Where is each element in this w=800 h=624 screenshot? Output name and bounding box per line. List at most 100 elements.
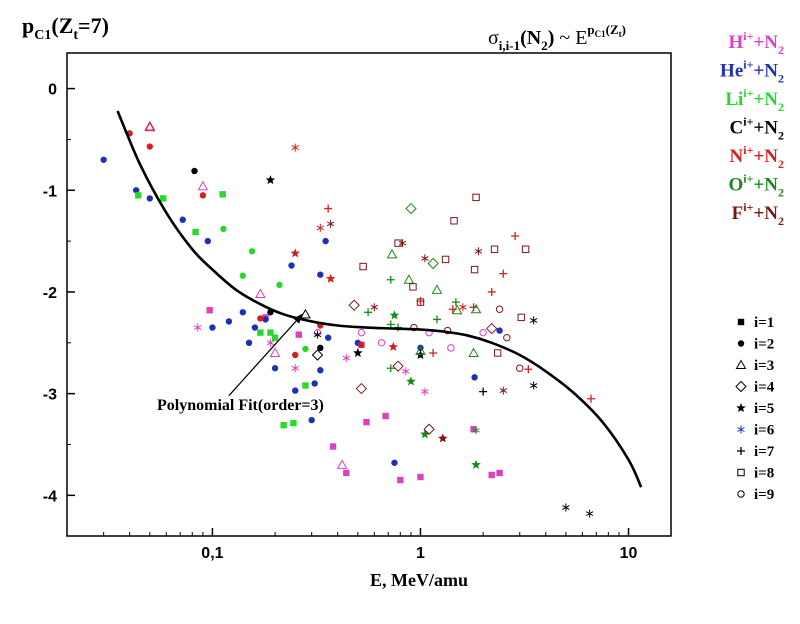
annotation-arrow <box>228 313 303 397</box>
data-point-o <box>451 304 463 315</box>
legend-symbol-label: i=5 <box>754 401 774 417</box>
data-point-f <box>421 254 429 263</box>
data-point-h <box>397 476 404 484</box>
data-point-li <box>271 334 279 341</box>
data-point-li <box>290 419 297 427</box>
data-point-f <box>348 299 360 311</box>
data-point-li <box>192 228 199 236</box>
data-point-he <box>179 216 186 223</box>
data-point-o <box>472 426 480 435</box>
data-point-n <box>524 365 533 374</box>
x-axis-label: E, MeV/amu <box>370 570 468 590</box>
data-point-c <box>300 308 311 319</box>
y-axis: 0 -1 -2 -3 -4 <box>43 82 75 505</box>
data-point-n <box>316 223 325 232</box>
data-point-he <box>100 156 107 163</box>
data-point-c <box>265 175 276 185</box>
data-point-h <box>266 338 275 347</box>
data-point-he <box>239 309 247 316</box>
data-point-h <box>295 331 302 338</box>
data-point-h <box>479 328 487 337</box>
legend-symbol-label: i=4 <box>754 380 775 396</box>
data-point-o <box>364 308 373 317</box>
data-point-n <box>290 248 300 258</box>
data-point-f <box>392 360 404 372</box>
data-point-li <box>248 248 256 255</box>
data-point-li <box>257 329 264 336</box>
legend-h: Hi++N2 <box>728 29 784 57</box>
data-point-he <box>317 367 324 374</box>
data-point-n <box>511 232 520 241</box>
data-point-li <box>160 195 167 202</box>
data-point-h <box>343 469 350 477</box>
data-point-o <box>420 429 430 439</box>
data-point-h <box>342 354 351 363</box>
data-point-f <box>416 298 425 306</box>
data-point-o <box>471 459 481 469</box>
data-point-li <box>280 421 287 429</box>
data-point-c <box>562 503 570 512</box>
x-tick-label: 10 <box>620 545 638 562</box>
data-point-n <box>388 341 399 351</box>
data-point-f <box>495 305 504 313</box>
legend-symbol-diamond-open <box>735 380 747 393</box>
data-point-he <box>204 237 211 245</box>
data-point-n <box>429 348 438 357</box>
data-point-o <box>389 310 400 320</box>
y-tick-label: -1 <box>43 183 57 200</box>
data-point-h <box>291 364 299 373</box>
data-point-f <box>490 245 499 253</box>
data-point-he <box>209 324 216 331</box>
data-point-he <box>288 262 295 269</box>
data-point-h <box>488 471 495 479</box>
data-point-f <box>450 217 458 225</box>
data-point-li <box>135 192 142 199</box>
y-tick-label: -4 <box>43 488 57 505</box>
data-point-he <box>292 387 299 394</box>
data-point-h <box>357 328 366 337</box>
data-point-c <box>317 344 324 352</box>
data-point-o <box>431 284 443 294</box>
data-point-h <box>329 443 337 450</box>
legend-li: Lii++N2 <box>725 86 784 114</box>
data-point-c <box>311 349 324 361</box>
formula-title: σi,i-1(N2) ~ EpC1(Zt) <box>488 22 626 53</box>
legend-symbol-label: i=7 <box>754 444 775 460</box>
data-point-he <box>146 195 153 202</box>
data-point-f <box>370 303 379 312</box>
data-point-f <box>521 245 530 253</box>
data-point-he <box>391 459 398 466</box>
data-point-h <box>382 412 389 420</box>
legend-symbol-square <box>737 318 745 326</box>
x-tick-label: 1 <box>416 545 425 562</box>
legend-symbol-triangle-open <box>735 359 747 369</box>
data-point-f <box>410 323 418 332</box>
legend-symbol-label: i=3 <box>754 358 774 374</box>
legend-symbol-label: i=9 <box>754 487 774 503</box>
data-point-li <box>302 382 309 389</box>
legend-symbol-label: i=1 <box>754 315 774 331</box>
data-point-f <box>438 433 448 443</box>
y-axis-title: pC1(Zt=7) <box>22 13 109 43</box>
data-point-h <box>255 288 266 298</box>
data-point-h <box>402 367 410 376</box>
data-point-h <box>417 473 424 481</box>
data-point-he <box>245 339 253 346</box>
data-point-h <box>197 180 209 191</box>
data-point-li <box>219 191 226 198</box>
legend-symbol-star <box>736 403 746 413</box>
data-point-he <box>132 187 140 194</box>
data-point-he <box>471 374 478 381</box>
data-point-li <box>239 272 247 279</box>
data-point-c <box>191 167 198 175</box>
projectile-legend: Hi++N2Hei++N2Lii++N2Ci++N2Ni++N2Oi++N2Fi… <box>720 29 784 228</box>
data-point-o <box>415 345 426 355</box>
data-points <box>100 120 595 518</box>
x-axis: 0,1 1 10 <box>66 528 638 562</box>
data-point-h <box>206 307 213 314</box>
legend-he: Hei++N2 <box>720 58 784 86</box>
data-point-h <box>496 469 503 477</box>
data-point-n <box>324 204 333 213</box>
legend-symbol-label: i=2 <box>754 337 774 353</box>
data-point-f <box>409 283 417 291</box>
